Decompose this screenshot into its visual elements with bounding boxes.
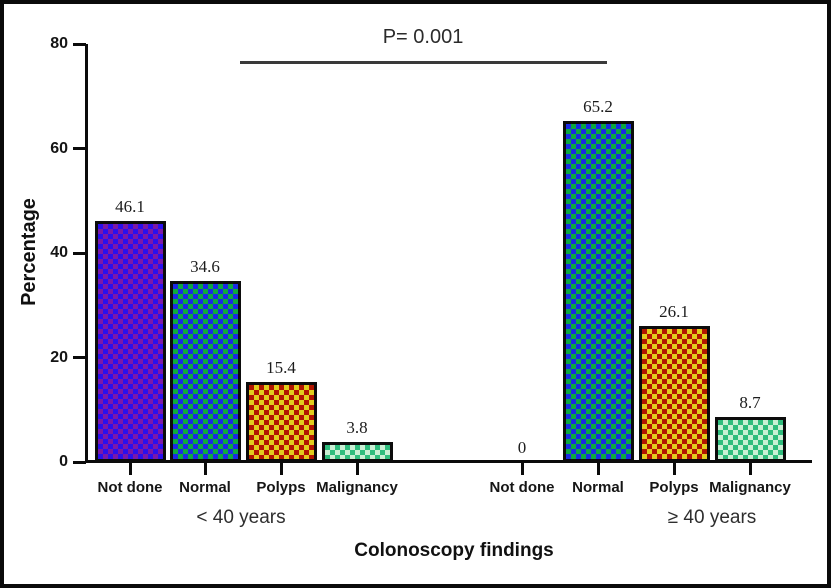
- bar-value-label: 65.2: [583, 97, 613, 117]
- bar-value-label: 15.4: [266, 357, 296, 377]
- y-tick-label: 20: [50, 348, 68, 366]
- y-tick: [73, 42, 86, 46]
- p-value-label: P= 0.001: [382, 26, 464, 48]
- x-tick: [203, 463, 207, 475]
- category-label: Normal: [572, 479, 624, 496]
- category-label: Not done: [489, 479, 555, 496]
- y-tick: [73, 251, 86, 255]
- x-tick: [520, 463, 524, 475]
- bar-normal-ge40: [562, 121, 634, 462]
- bar-value-label: 26.1: [659, 301, 689, 321]
- bar-normal-lt40: [169, 281, 241, 462]
- bar-malignancy-lt40: [321, 442, 393, 462]
- bar-value-label: 0: [517, 438, 527, 457]
- category-label: Polyps: [256, 479, 306, 496]
- x-tick: [748, 463, 752, 475]
- bar-not-done-lt40: [94, 221, 166, 462]
- category-label: Malignancy: [709, 479, 791, 496]
- x-axis-line: [85, 460, 812, 463]
- y-tick-label: 60: [50, 139, 68, 157]
- bar-value-label: 46.1: [115, 197, 145, 217]
- y-tick: [73, 356, 86, 359]
- bar-value-label: 34.6: [190, 257, 220, 277]
- x-tick: [672, 463, 676, 475]
- bar-polyps-lt40: [245, 381, 317, 462]
- y-tick-label: 0: [59, 453, 68, 470]
- bar-malignancy-ge40: [714, 416, 786, 462]
- x-tick: [596, 463, 600, 475]
- bar-value-label: 8.7: [739, 392, 761, 412]
- y-axis-line: [85, 44, 88, 463]
- bar-polyps-ge40: [638, 325, 710, 462]
- x-axis-title: Colonoscopy findings: [354, 540, 554, 561]
- category-label: Not done: [97, 479, 163, 496]
- y-tick: [73, 460, 86, 464]
- group-label-ge40: ≥ 40 years: [667, 507, 757, 528]
- y-tick-label: 40: [50, 244, 68, 261]
- x-tick: [355, 463, 359, 475]
- category-label: Malignancy: [316, 479, 398, 496]
- x-tick: [279, 463, 283, 475]
- significance-line: [240, 61, 607, 64]
- x-tick: [128, 463, 132, 475]
- y-tick: [73, 147, 86, 150]
- category-label: Polyps: [649, 479, 699, 496]
- bar-value-label: 3.8: [346, 418, 368, 438]
- group-label-lt40: < 40 years: [196, 507, 286, 528]
- y-tick-label: 80: [50, 35, 68, 52]
- category-label: Normal: [179, 479, 231, 496]
